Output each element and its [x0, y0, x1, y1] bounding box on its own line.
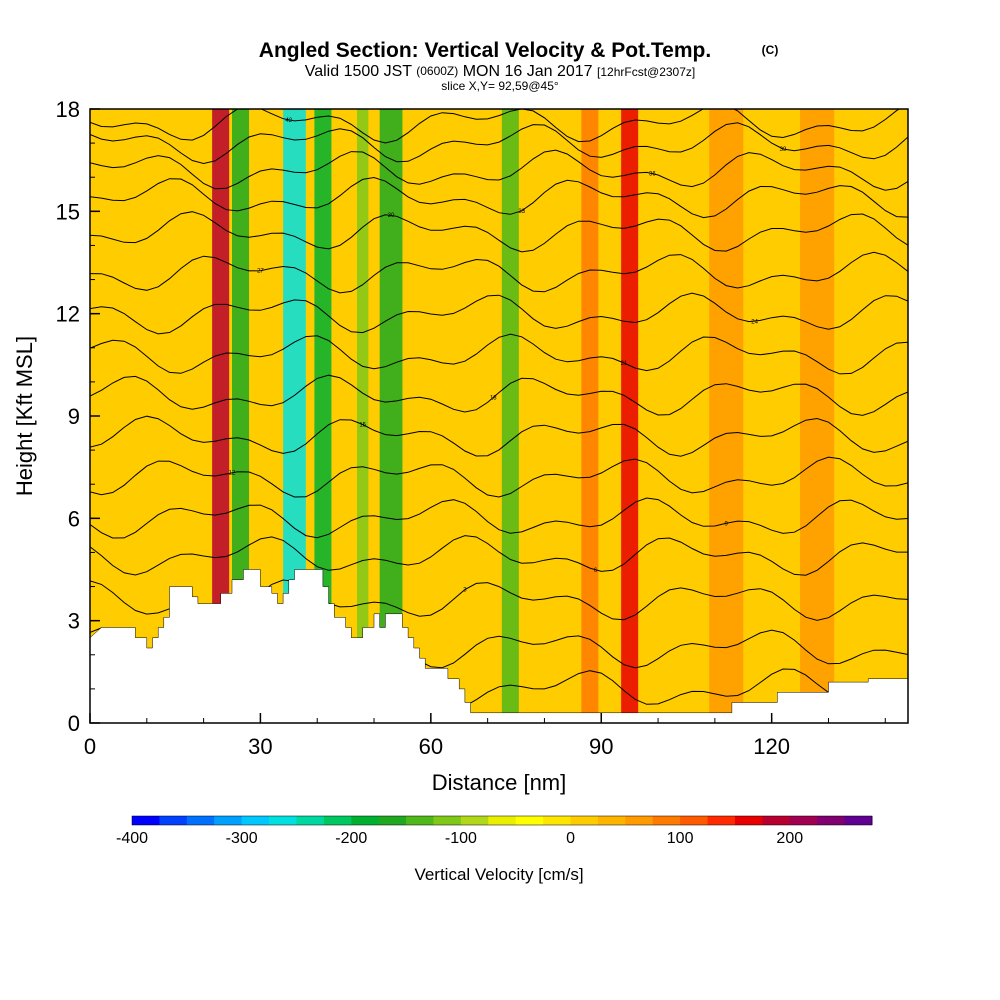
colorbar-title: Vertical Velocity [cm/s]	[414, 865, 583, 884]
y-tick-label: 12	[56, 302, 80, 327]
isentrope-line	[90, 497, 908, 539]
x-axis: 0 30 60 90 120	[84, 713, 886, 759]
slice-info: slice X,Y= 92,59@45°	[441, 79, 559, 93]
y-axis-title: Height [Kft MSL]	[12, 336, 37, 496]
isentrope-label: 18	[490, 396, 497, 402]
y-tick-label: 3	[68, 609, 80, 634]
colorbar-tick-label: -100	[445, 830, 477, 847]
velocity-band	[356, 109, 369, 723]
isentrope-label: 24	[751, 319, 758, 325]
colorbar-swatch	[406, 816, 434, 825]
colorbar-swatch	[351, 816, 380, 825]
colorbar-swatch	[323, 816, 352, 825]
colorbar-swatch	[214, 816, 243, 825]
copyright-mark: (C)	[762, 43, 779, 57]
velocity-band	[501, 109, 519, 723]
isentrope-line	[90, 333, 908, 375]
colorbar-swatch	[789, 816, 818, 825]
isentrope-line	[90, 122, 908, 165]
terrain	[90, 569, 908, 723]
velocity-field	[212, 109, 835, 723]
colorbar-swatch	[844, 816, 873, 825]
isentrope-line	[90, 211, 908, 253]
isentrope-line	[90, 374, 908, 416]
velocity-band	[581, 109, 599, 723]
colorbar-swatch	[269, 816, 297, 825]
isentrope-line	[90, 535, 908, 576]
isentrope-line	[90, 149, 908, 191]
colorbar-swatch	[543, 816, 572, 825]
isentrope-label: 36	[649, 171, 656, 177]
velocity-band	[800, 109, 835, 723]
colorbar-swatch	[817, 816, 846, 825]
isentrope-label: 21	[621, 361, 628, 367]
valid-date: MON 16 Jan 2017	[463, 63, 593, 80]
colorbar-swatch	[707, 816, 736, 825]
y-tick-label: 15	[56, 199, 80, 224]
velocity-band	[621, 109, 639, 723]
colorbar-swatch	[460, 816, 489, 825]
x-tick-label: 90	[589, 734, 613, 759]
x-tick-label: 0	[84, 734, 96, 759]
y-tick-label: 6	[68, 506, 80, 531]
chart-title: Angled Section: Vertical Velocity & Pot.…	[259, 39, 711, 62]
colorbar-tick-label: 100	[667, 830, 694, 847]
plot-area: -303691215182124273033363942	[90, 109, 908, 723]
colorbar-swatch	[597, 816, 626, 825]
isentrope-line	[90, 415, 908, 457]
isentrope-line	[90, 176, 908, 219]
colorbar: -400 -300 -200 -100 0 100 200	[116, 815, 873, 847]
isentrope-label: 30	[388, 213, 395, 219]
x-tick-label: 120	[753, 734, 790, 759]
colorbar-swatch	[734, 816, 763, 825]
colorbar-swatch	[296, 816, 325, 825]
isentrope-label: 9	[725, 521, 729, 527]
x-tick-label: 30	[248, 734, 272, 759]
isentrope-label: 12	[229, 471, 236, 477]
y-axis: 0 3 6 9 12 15 18	[56, 97, 100, 736]
y-tick-label: 0	[68, 711, 80, 736]
colorbar-swatch	[570, 816, 599, 825]
colorbar-tick-label: 200	[776, 830, 803, 847]
colorbar-tick-label: 0	[566, 830, 575, 847]
colorbar-swatch	[515, 816, 544, 825]
colorbar-swatch	[488, 816, 517, 825]
isentrope-line	[90, 292, 908, 335]
x-axis-title: Distance [nm]	[432, 770, 567, 795]
velocity-band	[709, 109, 744, 723]
colorbar-swatch	[186, 816, 215, 825]
colorbar-swatch	[762, 816, 791, 825]
isentrope-line	[90, 456, 908, 498]
isentrope-label: 39	[780, 147, 787, 153]
isentrope-label: 6	[594, 568, 598, 574]
colorbar-tick-label: -200	[335, 830, 367, 847]
colorbar-swatch	[625, 816, 654, 825]
velocity-band	[212, 109, 230, 723]
isentrope-label: 42	[285, 118, 292, 124]
valid-prefix: Valid 1500 JST	[305, 63, 413, 80]
colorbar-tick-label: -300	[226, 830, 258, 847]
colorbar-swatch	[680, 816, 709, 825]
isentrope-label: 3	[463, 588, 467, 594]
isentrope-line	[90, 251, 908, 294]
colorbar-swatch	[159, 816, 188, 825]
isentrope-label: 33	[518, 209, 525, 215]
colorbar-swatch	[378, 816, 407, 825]
colorbar-swatch	[433, 816, 462, 825]
colorbar-swatch	[652, 816, 681, 825]
y-tick-label: 18	[56, 97, 80, 122]
y-tick-label: 9	[68, 404, 80, 429]
isentrope-line	[90, 109, 901, 144]
valid-utc: (0600Z)	[416, 64, 458, 78]
colorbar-swatch	[132, 816, 160, 825]
colorbar-swatch	[241, 816, 270, 825]
colorbar-frame	[131, 815, 873, 826]
isentrope-label: 15	[359, 423, 366, 429]
isentrope-label: 27	[257, 269, 264, 275]
forecast-info: [12hrFcst@2307z]	[597, 65, 695, 79]
x-tick-label: 60	[419, 734, 443, 759]
chart-subtitle: Valid 1500 JST (0600Z) MON 16 Jan 2017 […	[305, 62, 696, 80]
colorbar-tick-label: -400	[116, 830, 148, 847]
